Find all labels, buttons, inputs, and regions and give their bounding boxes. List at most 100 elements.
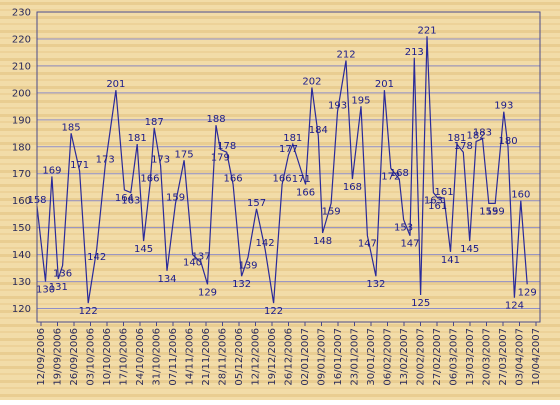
data-label: 147 [400,239,419,250]
x-tick-label: 12/12/2006 [251,328,262,386]
x-tick-label: 30/01/2007 [366,328,377,386]
x-tick-label: 26/09/2006 [69,328,80,386]
x-axis-ticks: 12/09/2006 19/09/2006 26/09/2006 03/10/2006… [36,322,542,386]
x-tick-label: 23/01/2007 [350,328,361,386]
x-tick-label: 19/12/2006 [267,328,278,386]
x-tick-label: 03/10/2006 [86,328,97,386]
data-label: 173 [96,155,115,166]
data-label: 179 [211,152,230,163]
data-label: 132 [232,279,251,290]
data-label: 130 [36,285,55,296]
data-label: 181 [128,133,147,144]
data-label: 188 [206,114,225,125]
data-label: 164 [115,193,134,204]
data-label: 148 [313,236,332,247]
data-label: 166 [224,174,243,185]
data-label: 193 [494,101,513,112]
data-label: 178 [454,141,473,152]
data-label: 212 [336,50,355,61]
data-label: 160 [511,190,530,201]
x-tick-label: 26/12/2006 [284,328,295,386]
data-label: 141 [441,255,460,266]
data-label: 163 [121,196,140,207]
x-tick-label: 20/03/2007 [482,328,493,386]
x-tick-label: 16/01/2007 [333,328,344,386]
data-label: 168 [343,182,362,193]
x-tick-label: 17/10/2006 [119,328,130,386]
y-axis-ticks: 120 130 140 150 160 170 180 190 200 210 220 230 [12,8,31,316]
data-label: 134 [157,274,176,285]
data-label: 181 [283,133,302,144]
y-tick-label: 190 [12,115,31,126]
data-label: 202 [302,76,321,87]
x-tick-label: 14/11/2006 [185,328,196,386]
data-label: 166 [140,174,159,185]
y-tick-label: 230 [12,8,31,19]
data-label: 184 [309,125,328,136]
data-label: 159 [166,192,185,203]
x-tick-label: 10/04/2007 [531,328,542,386]
data-label: 139 [238,260,257,271]
x-tick-label: 19/09/2006 [53,328,64,386]
data-label: 122 [264,306,283,317]
x-tick-label: 02/01/2007 [300,328,311,386]
plot-frame [36,11,541,323]
x-tick-label: 07/11/2006 [168,328,179,386]
data-label: 142 [256,238,275,249]
data-label: 180 [498,136,517,147]
data-label: 185 [62,122,81,133]
x-tick-label: 05/12/2006 [234,328,245,386]
data-label: 187 [145,117,164,128]
data-label: 137 [192,252,211,263]
data-label: 145 [460,244,479,255]
y-tick-label: 210 [12,61,31,72]
data-label: 161 [428,201,447,212]
data-label: 183 [473,128,492,139]
data-label: 201 [106,79,125,90]
x-tick-label: 13/02/2007 [399,328,410,386]
data-label: 178 [217,141,236,152]
data-label: 168 [390,168,409,179]
data-label: 124 [505,301,524,312]
data-label: 159 [479,206,498,217]
data-label: 171 [70,160,89,171]
data-label: 122 [79,306,98,317]
y-tick-label: 220 [12,34,31,45]
data-label: 171 [292,174,311,185]
data-label: 173 [151,155,170,166]
data-label: 129 [198,287,217,298]
y-tick-label: 150 [12,223,31,234]
data-label: 221 [417,25,436,36]
x-tick-label: 31/10/2006 [152,328,163,386]
data-label: 132 [366,279,385,290]
x-tick-label: 27/03/2007 [498,328,509,386]
data-label: 181 [447,133,466,144]
data-label: 136 [53,268,72,279]
data-label: 140 [183,258,202,269]
data-label: 131 [49,282,68,293]
x-tick-label: 12/09/2006 [36,328,47,386]
x-tick-label: 10/10/2006 [102,328,113,386]
x-tick-label: 09/01/2007 [317,328,328,386]
data-label: 145 [134,244,153,255]
data-label: 169 [42,165,61,176]
y-tick-label: 160 [12,196,31,207]
data-label: 129 [518,287,537,298]
data-label: 142 [87,252,106,263]
data-label: 161 [435,187,454,198]
data-label: 172 [381,171,400,182]
data-label: 166 [296,188,315,199]
x-tick-label: 21/11/2006 [201,328,212,386]
data-label: 177 [279,144,298,155]
data-label: 201 [375,79,394,90]
data-label: 125 [411,298,430,309]
data-label: 193 [328,101,347,112]
series [36,36,528,304]
x-tick-label: 20/02/2007 [416,328,427,386]
y-tick-label: 200 [12,88,31,99]
data-label: 195 [351,95,370,106]
x-tick-label: 13/03/2007 [465,328,476,386]
x-tick-label: 03/04/2007 [515,328,526,386]
